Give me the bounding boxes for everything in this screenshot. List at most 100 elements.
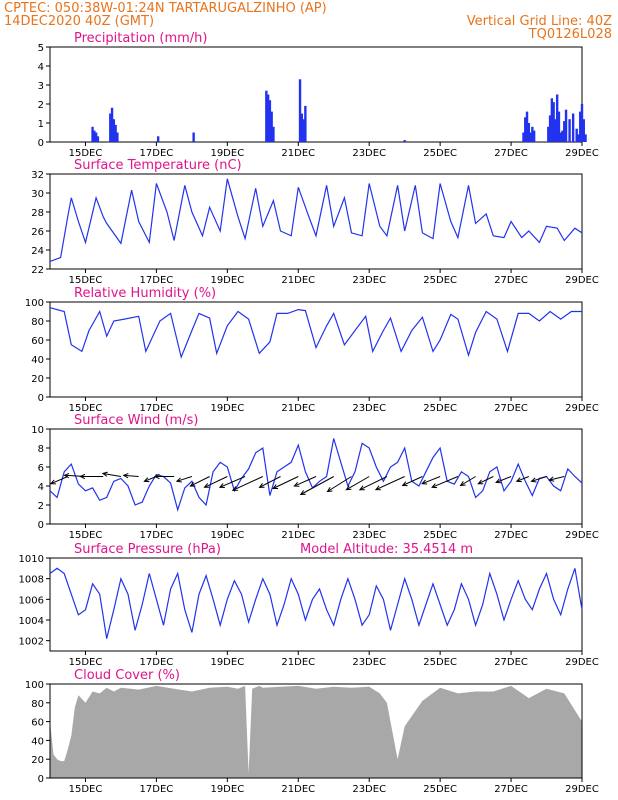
header-grid-note: Vertical Grid Line: 40Z: [467, 14, 612, 29]
x-tick-label: 21DEC: [281, 657, 315, 668]
precip-bar: [112, 119, 116, 142]
x-tick-label: 29DEC: [565, 530, 599, 541]
precip-bar: [527, 123, 530, 142]
precip-bar: [110, 107, 114, 142]
x-tick-label: 17DEC: [140, 657, 174, 668]
x-tick-label: 25DEC: [423, 657, 457, 668]
wind-arrowhead: [175, 477, 182, 483]
wind-arrowhead: [49, 479, 56, 485]
wind-arrow: [402, 476, 423, 486]
x-tick-label: 21DEC: [281, 784, 315, 795]
panel-4: 1002 1004 1006 1008 1010 15DEC 17DEC 19DEC 21DEC…: [19, 542, 599, 668]
precip-bar: [300, 113, 304, 142]
x-tick-label: 29DEC: [565, 403, 599, 414]
x-tick-label: 19DEC: [210, 784, 244, 795]
x-tick-label: 27DEC: [494, 148, 528, 159]
precip-bar: [579, 111, 582, 142]
wind-arrowhead: [143, 477, 150, 483]
x-tick-label: 19DEC: [210, 148, 244, 159]
precip-bar: [522, 132, 525, 142]
header-date: 14DEC2020 40Z (GMT): [4, 14, 154, 29]
y-tick-label: 30: [31, 189, 44, 200]
wind-arrow: [495, 476, 512, 483]
y-tick-label: 4: [38, 62, 44, 73]
x-tick-label: 15DEC: [69, 530, 103, 541]
panel-frame: [49, 428, 583, 525]
precip-bar: [93, 130, 96, 142]
x-tick-label: 27DEC: [494, 657, 528, 668]
x-tick-label: 21DEC: [281, 148, 315, 159]
wind-arrowhead: [272, 484, 279, 489]
panel-frame: [49, 173, 583, 270]
y-tick-label: 5: [38, 43, 44, 54]
wind-arrowhead: [326, 487, 333, 493]
wind-arrowhead: [459, 481, 466, 487]
x-tick-label: 21DEC: [281, 530, 315, 541]
precip-bar: [563, 121, 566, 142]
wind-arrowhead: [203, 483, 210, 488]
wind-arrow: [190, 476, 210, 487]
wind-arrowhead: [495, 478, 502, 484]
wind-arrow: [327, 476, 352, 492]
panel-3: 0 2 4 6 8 10 15DEC 17DEC 19DEC 21DEC 23DEC 25DEC 27D…: [31, 413, 599, 541]
wind-arrowhead: [345, 485, 352, 491]
wind-arrow: [272, 476, 299, 489]
x-tick-label: 29DEC: [565, 657, 599, 668]
wind-arrowhead: [299, 490, 306, 496]
wind-arrowhead: [477, 479, 484, 485]
precip-bar: [272, 126, 275, 142]
y-tick-label: 28: [31, 208, 44, 219]
header-model-code: TQ0126L028: [528, 27, 612, 42]
panel-title: Surface Pressure (hPa): [74, 542, 221, 557]
wind-arrowhead: [63, 472, 70, 479]
panel-title: Surface Temperature (nC): [74, 158, 242, 173]
panel-title: Surface Wind (m/s): [74, 413, 198, 428]
x-tick-label: 23DEC: [352, 784, 386, 795]
y-tick-label: 1004: [19, 616, 44, 627]
wind-arrowhead: [431, 483, 438, 489]
wind-arrow: [123, 474, 139, 477]
x-tick-label: 23DEC: [352, 403, 386, 414]
x-tick-label: 19DEC: [210, 657, 244, 668]
series-line: [49, 438, 583, 512]
y-tick-label: 60: [31, 336, 44, 347]
precip-bar: [584, 134, 587, 142]
wind-arrow: [421, 476, 441, 485]
precip-bar: [552, 102, 555, 142]
x-tick-label: 15DEC: [69, 784, 103, 795]
y-tick-label: 100: [25, 680, 44, 691]
wind-arrowhead: [401, 481, 408, 487]
precip-bar: [568, 119, 571, 142]
wind-arrow: [549, 476, 565, 481]
x-tick-label: 25DEC: [423, 403, 457, 414]
y-tick-label: 1006: [19, 595, 44, 606]
wind-arrowhead: [374, 485, 381, 491]
wind-arrowhead: [358, 485, 365, 491]
precip-bar: [403, 140, 406, 142]
precip-bar: [525, 111, 529, 142]
wind-arrowhead: [231, 486, 238, 491]
y-tick-label: 100: [25, 298, 44, 309]
wind-arrowhead: [258, 483, 265, 488]
y-tick-label: 0: [38, 520, 44, 531]
x-tick-label: 21DEC: [281, 275, 315, 286]
precip-bar: [564, 109, 568, 142]
precip-bar: [524, 117, 527, 142]
x-tick-label: 27DEC: [494, 530, 528, 541]
panel-frame: [49, 557, 583, 652]
panel-frame: [49, 301, 583, 398]
wind-arrow: [531, 476, 547, 482]
series-line: [49, 567, 583, 639]
precip-bar: [304, 105, 307, 142]
x-tick-label: 17DEC: [140, 403, 174, 414]
wind-vectors: [49, 471, 565, 496]
y-tick-label: 8: [38, 444, 44, 455]
x-tick-label: 29DEC: [565, 148, 599, 159]
x-tick-label: 27DEC: [494, 275, 528, 286]
x-tick-label: 17DEC: [140, 530, 174, 541]
precip-bar: [561, 130, 564, 142]
y-tick-label: 1002: [19, 637, 44, 648]
x-tick-label: 23DEC: [352, 530, 386, 541]
precip-bar: [96, 136, 100, 142]
